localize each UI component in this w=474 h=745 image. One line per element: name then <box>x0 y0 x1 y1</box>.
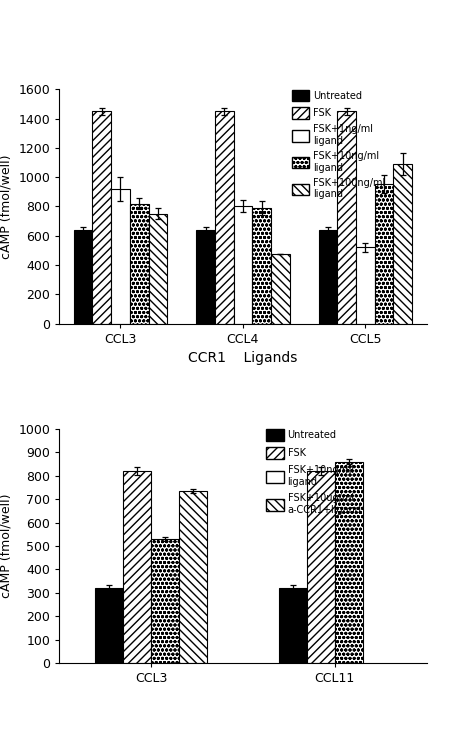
Bar <box>92 111 111 323</box>
Bar <box>151 539 179 663</box>
Legend: Untreated, FSK, FSK+10ng/ml
ligand, FSK+10ug/ml
a-CCR1+ligand: Untreated, FSK, FSK+10ng/ml ligand, FSK+… <box>266 429 362 515</box>
Y-axis label: cAMP (fmol/well): cAMP (fmol/well) <box>0 494 13 598</box>
Bar <box>215 111 234 323</box>
Y-axis label: cAMP (fmol/well): cAMP (fmol/well) <box>0 154 13 259</box>
Bar <box>196 230 215 323</box>
Bar <box>279 588 307 663</box>
Bar <box>123 471 151 663</box>
X-axis label: CCR1    Ligands: CCR1 Ligands <box>188 351 298 365</box>
Bar <box>356 247 375 323</box>
Bar <box>179 491 207 663</box>
Bar <box>148 214 167 323</box>
Legend: Untreated, FSK, FSK+1ng/ml
ligand, FSK+10ng/ml
ligand, FSK+100ng/ml
ligand: Untreated, FSK, FSK+1ng/ml ligand, FSK+1… <box>292 89 385 200</box>
Bar <box>95 588 123 663</box>
Bar <box>335 462 363 663</box>
Bar <box>252 208 271 323</box>
Bar <box>307 471 335 663</box>
Bar <box>130 203 148 323</box>
Bar <box>234 206 252 323</box>
Bar <box>271 254 290 323</box>
Bar <box>319 230 337 323</box>
Bar <box>393 164 412 323</box>
Bar <box>73 230 92 323</box>
Bar <box>375 184 393 323</box>
Bar <box>111 189 130 323</box>
Bar <box>337 111 356 323</box>
